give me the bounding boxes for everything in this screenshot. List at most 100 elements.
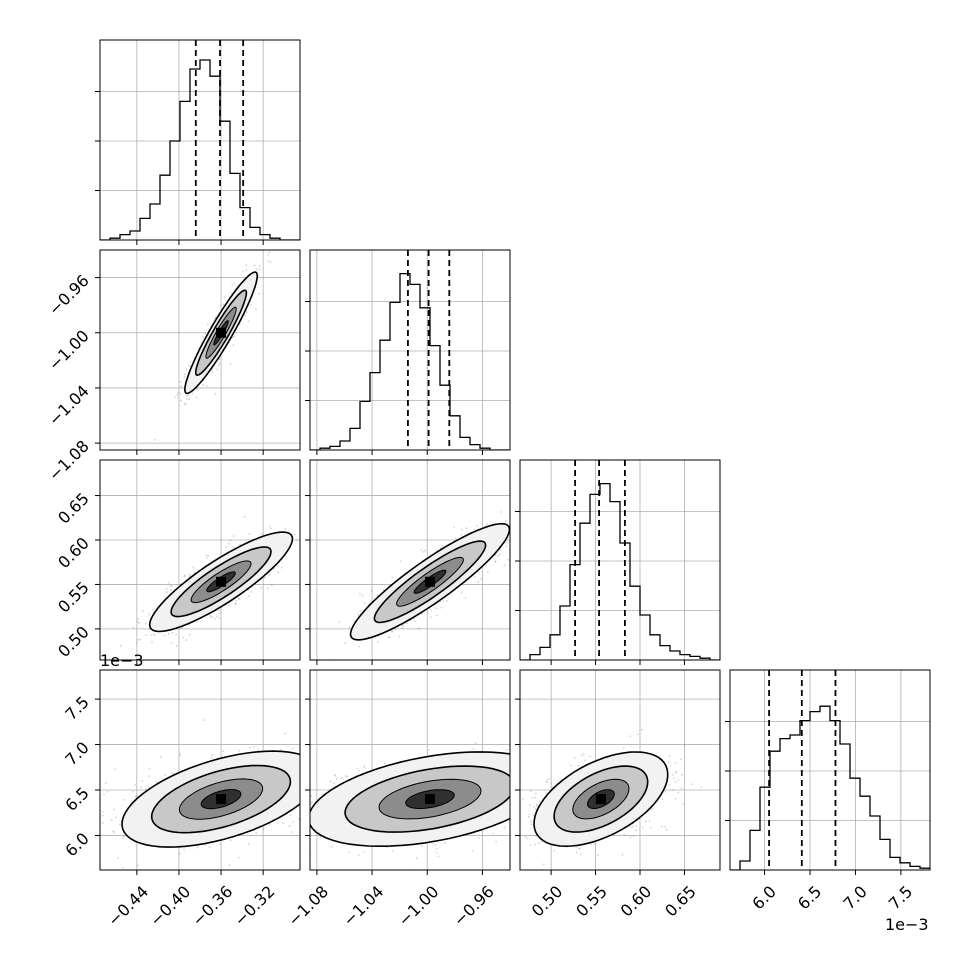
scatter-point: [536, 803, 538, 806]
scatter-point: [361, 594, 364, 597]
scatter-point: [114, 768, 117, 771]
scatter-point: [112, 830, 115, 833]
scatter-point: [507, 558, 510, 561]
scatter-point: [401, 627, 403, 630]
scatter-point: [229, 363, 232, 365]
scatter-point: [494, 561, 497, 563]
scatter-point: [588, 755, 591, 758]
scatter-point: [494, 554, 497, 557]
scatter-point: [230, 292, 233, 295]
scatter-point: [382, 588, 385, 591]
scatter-point: [319, 835, 322, 838]
scatter-point: [180, 385, 183, 388]
histogram-step-2: [520, 482, 720, 660]
scatter-point: [573, 757, 576, 760]
panel-frame: [309, 459, 511, 661]
scatter-point: [622, 746, 625, 749]
panel-frame: [99, 39, 301, 241]
scatter-point: [440, 606, 443, 609]
scatter-point: [288, 825, 291, 827]
scatter-point: [184, 402, 187, 405]
scatter-point: [206, 323, 209, 326]
scatter-point: [235, 599, 237, 602]
scatter-point: [284, 528, 287, 531]
scatter-point: [637, 733, 639, 736]
scatter-point: [248, 533, 251, 536]
scatter-point: [546, 781, 548, 784]
scatter-point: [521, 798, 524, 801]
scatter-point: [135, 642, 138, 644]
scatter-point: [629, 836, 632, 839]
scatter-point: [582, 752, 585, 755]
scatter-point: [426, 611, 429, 614]
scatter-point: [363, 766, 366, 769]
panel-frame: [99, 669, 301, 871]
scatter-point: [348, 851, 351, 854]
scatter-point: [277, 821, 279, 824]
scatter-point: [269, 527, 272, 530]
density-peak: [595, 794, 606, 805]
scatter-point: [477, 581, 480, 583]
scatter-point: [383, 762, 386, 765]
scatter-point: [134, 795, 137, 798]
scatter-point: [505, 749, 508, 751]
scatter-point: [530, 796, 533, 799]
scatter-point: [454, 537, 457, 540]
scatter-point: [494, 560, 497, 562]
panel-content: [100, 460, 300, 660]
scatter-point: [530, 823, 533, 826]
scatter-point: [461, 528, 463, 531]
scatter-point: [122, 835, 125, 838]
scatter-point: [413, 620, 416, 623]
scatter-point: [333, 773, 336, 776]
scatter-point: [178, 752, 181, 755]
scatter-point: [441, 544, 444, 547]
scatter-point: [550, 782, 553, 785]
scatter-point: [249, 303, 251, 306]
scatter-point: [101, 814, 104, 817]
scatter-point: [290, 814, 292, 816]
scatter-point: [479, 578, 482, 580]
scatter-point: [420, 548, 423, 551]
scatter-point: [406, 622, 409, 625]
scatter-point: [526, 837, 529, 840]
scatter-point: [700, 786, 703, 789]
scatter-point: [260, 587, 262, 589]
scatter-point: [472, 747, 475, 750]
col3-offset-label: 1e−3: [885, 915, 929, 934]
scatter-point: [216, 615, 218, 618]
scatter-point: [417, 627, 420, 630]
scatter-point: [232, 535, 235, 538]
scatter-point: [104, 782, 107, 785]
scatter-point: [376, 594, 379, 597]
scatter-point: [186, 398, 189, 401]
scatter-point: [532, 814, 535, 817]
scatter-point: [367, 603, 370, 606]
scatter-point: [237, 597, 240, 600]
scatter-point: [311, 801, 313, 803]
scatter-point: [101, 822, 104, 824]
scatter-point: [576, 764, 579, 767]
scatter-point: [134, 784, 136, 786]
scatter-point: [664, 826, 667, 828]
scatter-point: [675, 772, 678, 774]
scatter-point: [661, 798, 664, 801]
scatter-point: [206, 557, 209, 559]
scatter-point: [188, 398, 191, 400]
scatter-point: [357, 613, 360, 616]
scatter-point: [592, 842, 595, 845]
scatter-point: [398, 635, 401, 638]
scatter-point: [171, 631, 174, 634]
panel-content: [100, 670, 300, 870]
scatter-point: [680, 773, 683, 776]
scatter-point: [182, 636, 184, 639]
scatter-point: [486, 571, 489, 573]
panel-r2-c1: [305, 459, 511, 665]
scatter-point: [118, 823, 121, 826]
scatter-point: [246, 311, 248, 314]
scatter-point: [435, 851, 438, 854]
panel-content: [520, 460, 720, 660]
scatter-point: [147, 785, 150, 788]
panel-content: [100, 40, 300, 240]
